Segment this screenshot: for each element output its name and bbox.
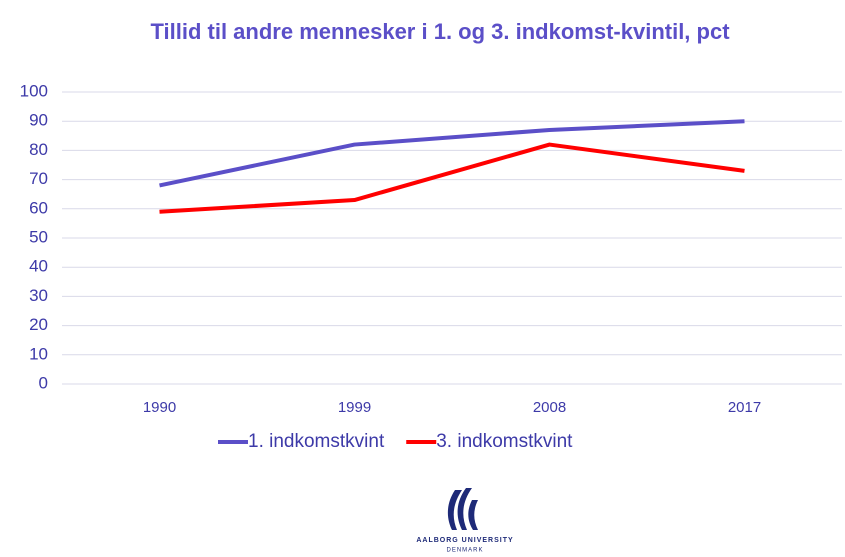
y-tick-label: 50 (29, 227, 48, 246)
y-tick-label: 80 (29, 140, 48, 159)
x-tick-label: 2017 (728, 399, 761, 416)
x-tick-label: 1990 (143, 399, 176, 416)
y-tick-label: 30 (29, 286, 48, 305)
chart-title: Tillid til andre mennesker i 1. og 3. in… (150, 19, 730, 44)
y-tick-label: 20 (29, 315, 48, 334)
y-tick-label: 70 (29, 169, 48, 188)
y-tick-label: 0 (39, 373, 48, 392)
y-tick-label: 60 (29, 198, 48, 217)
logo-mark (447, 490, 462, 530)
y-tick-label: 10 (29, 344, 48, 363)
x-tick-label: 2008 (533, 399, 566, 416)
line-series (159, 119, 745, 188)
y-tick-label: 90 (29, 111, 48, 130)
legend-label: 3. indkomstkvint (436, 431, 573, 452)
y-tick-label: 40 (29, 257, 48, 276)
logo-mark (457, 488, 472, 530)
logo-name: AALBORG UNIVERSITY (416, 537, 513, 544)
logo-country: DENMARK (446, 548, 483, 554)
logo-mark (468, 500, 478, 530)
logo: AALBORG UNIVERSITY DENMARK (416, 488, 513, 554)
legend-label: 1. indkomstkvint (248, 431, 385, 452)
y-tick-label: 100 (20, 81, 48, 100)
line-series (159, 142, 745, 214)
x-tick-label: 1999 (338, 399, 371, 416)
